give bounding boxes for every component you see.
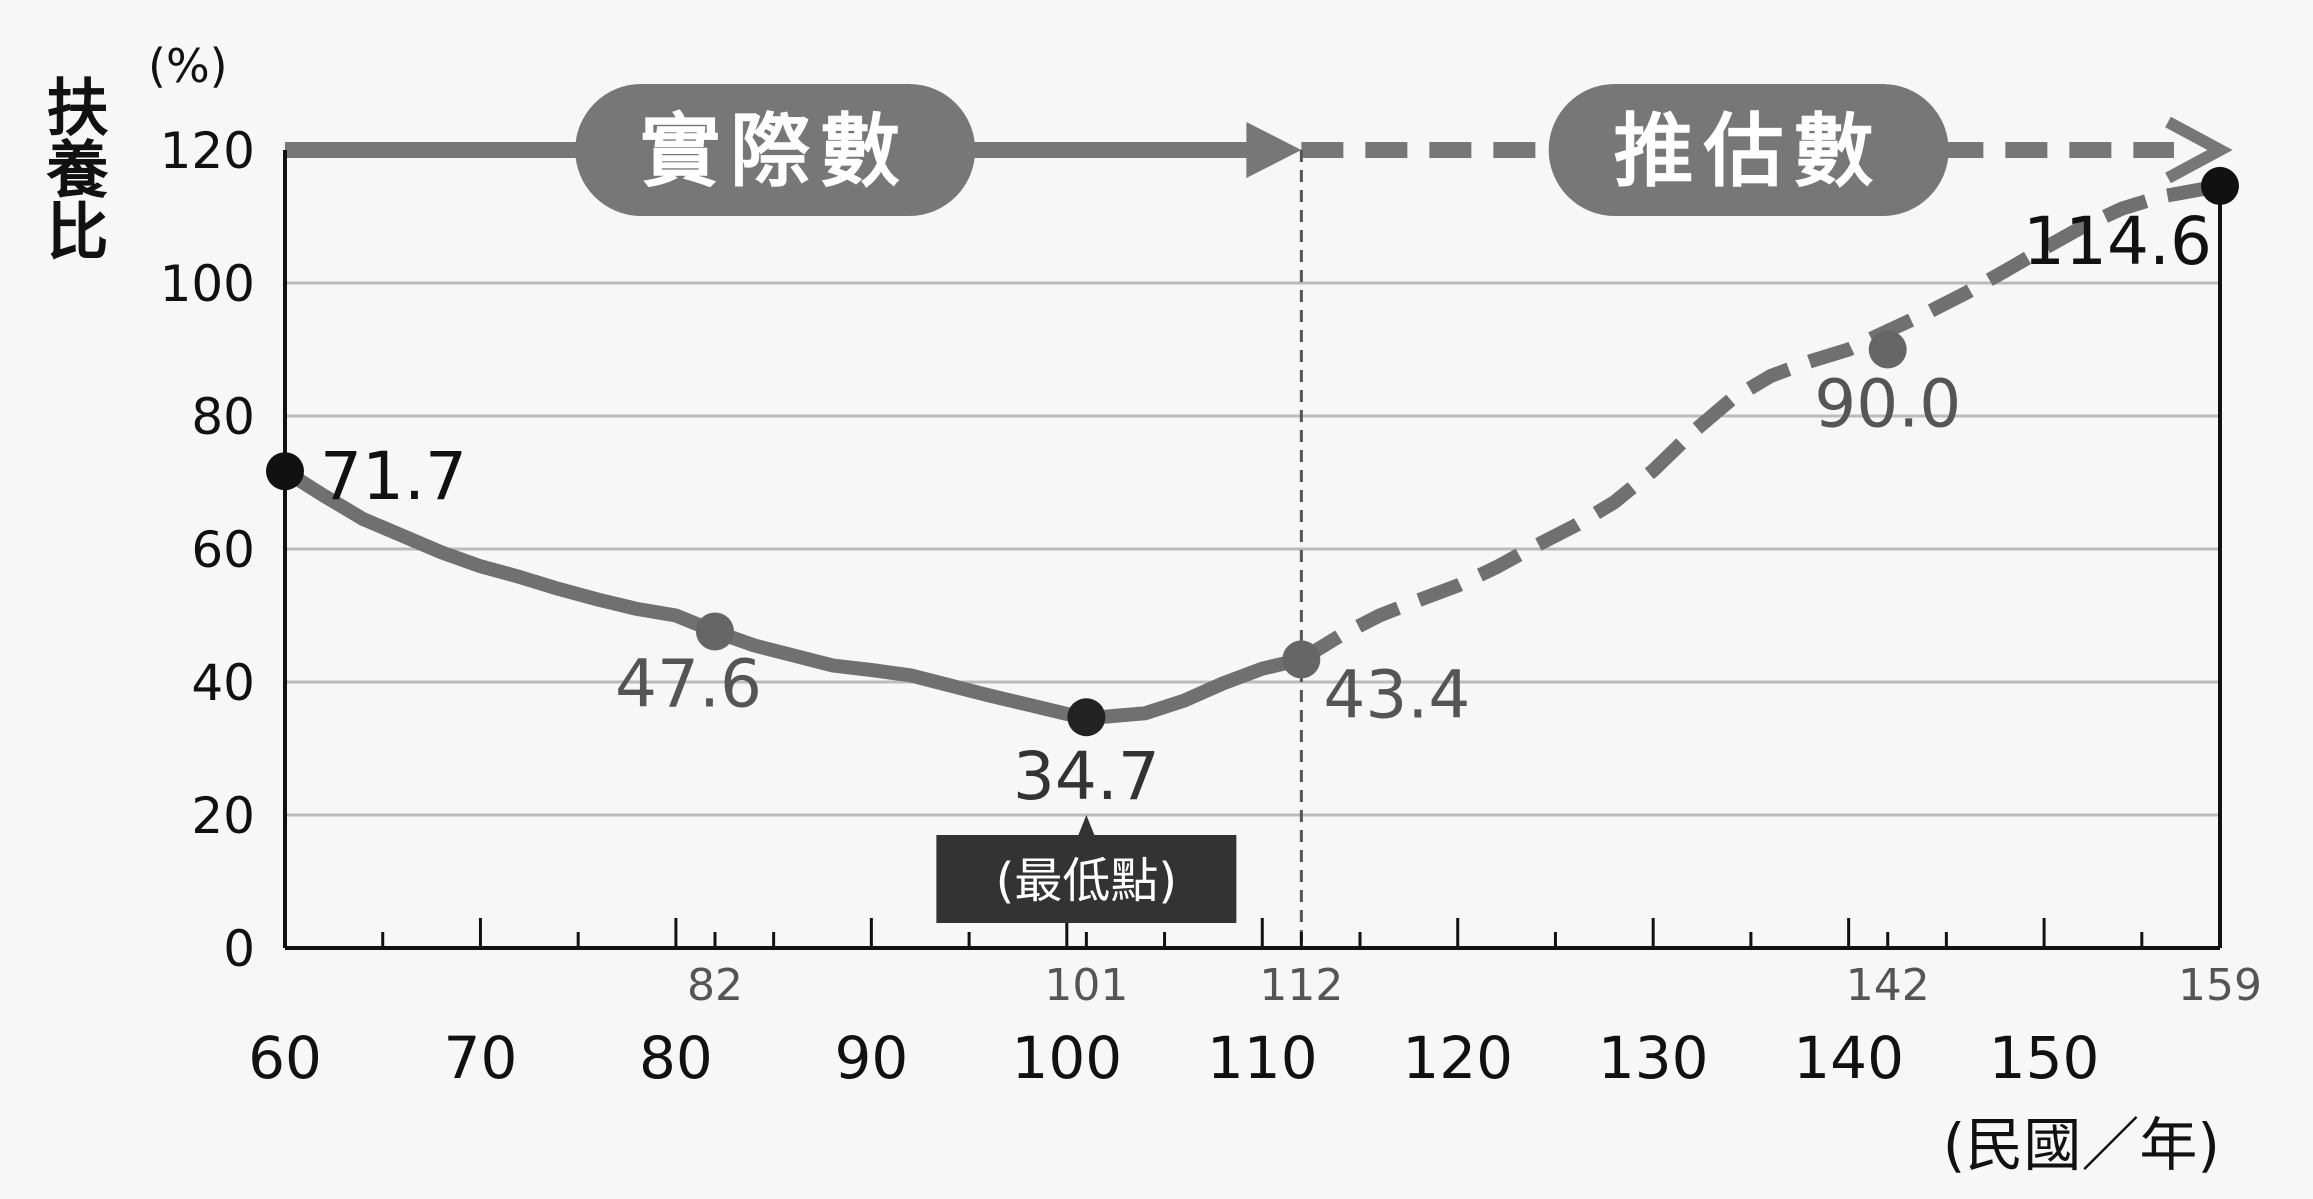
x-marker-label-101: 101 <box>1044 960 1128 1011</box>
note-pointer <box>1078 815 1095 835</box>
phase-banners: 實際數 推估數 <box>285 84 2233 216</box>
phase-arrowhead-0 <box>1246 122 1302 178</box>
point-value-label-159: 114.6 <box>2023 203 2212 280</box>
point-marker-101 <box>1067 698 1106 737</box>
phase-pill-0 <box>575 84 976 216</box>
x-tick-label-60: 60 <box>248 1024 322 1092</box>
point-marker-159 <box>2201 166 2239 205</box>
unit-label: (%) <box>148 39 228 93</box>
axes: 0 20 40 60 80 100 120 60 70 80 90 100 110 120 130 140 15… <box>160 122 2222 1092</box>
x-tick-label-90: 90 <box>834 1024 908 1092</box>
point-value-label-101: 34.7 <box>1013 738 1160 815</box>
x-tick-label-120: 120 <box>1402 1024 1513 1092</box>
y-tick-label-60: 60 <box>191 521 255 579</box>
series-line-1 <box>1297 179 2222 666</box>
y-tick-label-80: 80 <box>191 388 255 446</box>
x-marker-label-112: 112 <box>1259 960 1343 1011</box>
point-value-label-142: 90.0 <box>1814 366 1961 443</box>
note-box <box>936 835 1237 923</box>
grid-lines <box>285 281 2220 817</box>
point-marker-82 <box>696 612 734 651</box>
point-value-label-82: 47.6 <box>615 645 762 722</box>
x-marker-label-82: 82 <box>687 960 743 1011</box>
x-marker-label-142: 142 <box>1846 960 1930 1011</box>
point-value-label-112: 43.4 <box>1323 656 1470 733</box>
series-line-0 <box>278 464 1309 725</box>
x-tick-label-100: 100 <box>1011 1024 1122 1092</box>
x-tick-label-80: 80 <box>639 1024 713 1092</box>
point-marker-60 <box>266 452 304 491</box>
x-tick-label-70: 70 <box>444 1024 518 1092</box>
point-value-label-60: 71.7 <box>320 438 467 515</box>
y-tick-label-20: 20 <box>191 787 255 845</box>
highlight-points: 71.7 47.6 82 34.7 101 (最低點) 43.4 112 90.0 142 114.… <box>266 166 2262 1011</box>
phase-label-0: 實際數 <box>640 105 910 198</box>
x-tick-label-150: 150 <box>1989 1024 2100 1092</box>
y-axis-label: 扶養比 <box>36 75 110 261</box>
y-tick-label-120: 120 <box>160 122 255 180</box>
series-lines <box>278 179 2222 725</box>
x-marker-label-159: 159 <box>2178 960 2262 1011</box>
point-marker-142 <box>1868 330 1907 369</box>
phase-pill-1 <box>1548 84 1949 216</box>
y-tick-label-100: 100 <box>160 255 255 313</box>
phase-arrowhead-1 <box>2165 116 2233 184</box>
y-tick-label-40: 40 <box>191 654 255 712</box>
y-tick-label-0: 0 <box>223 920 255 978</box>
point-marker-112 <box>1282 640 1321 679</box>
phase-label-1: 推估數 <box>1614 105 1884 198</box>
x-tick-label-110: 110 <box>1207 1024 1318 1092</box>
x-axis-unit-label: (民國／年) <box>1943 1111 2220 1179</box>
note-text: (最低點) <box>996 853 1177 909</box>
x-tick-label-140: 140 <box>1793 1024 1904 1092</box>
x-tick-label-130: 130 <box>1598 1024 1709 1092</box>
